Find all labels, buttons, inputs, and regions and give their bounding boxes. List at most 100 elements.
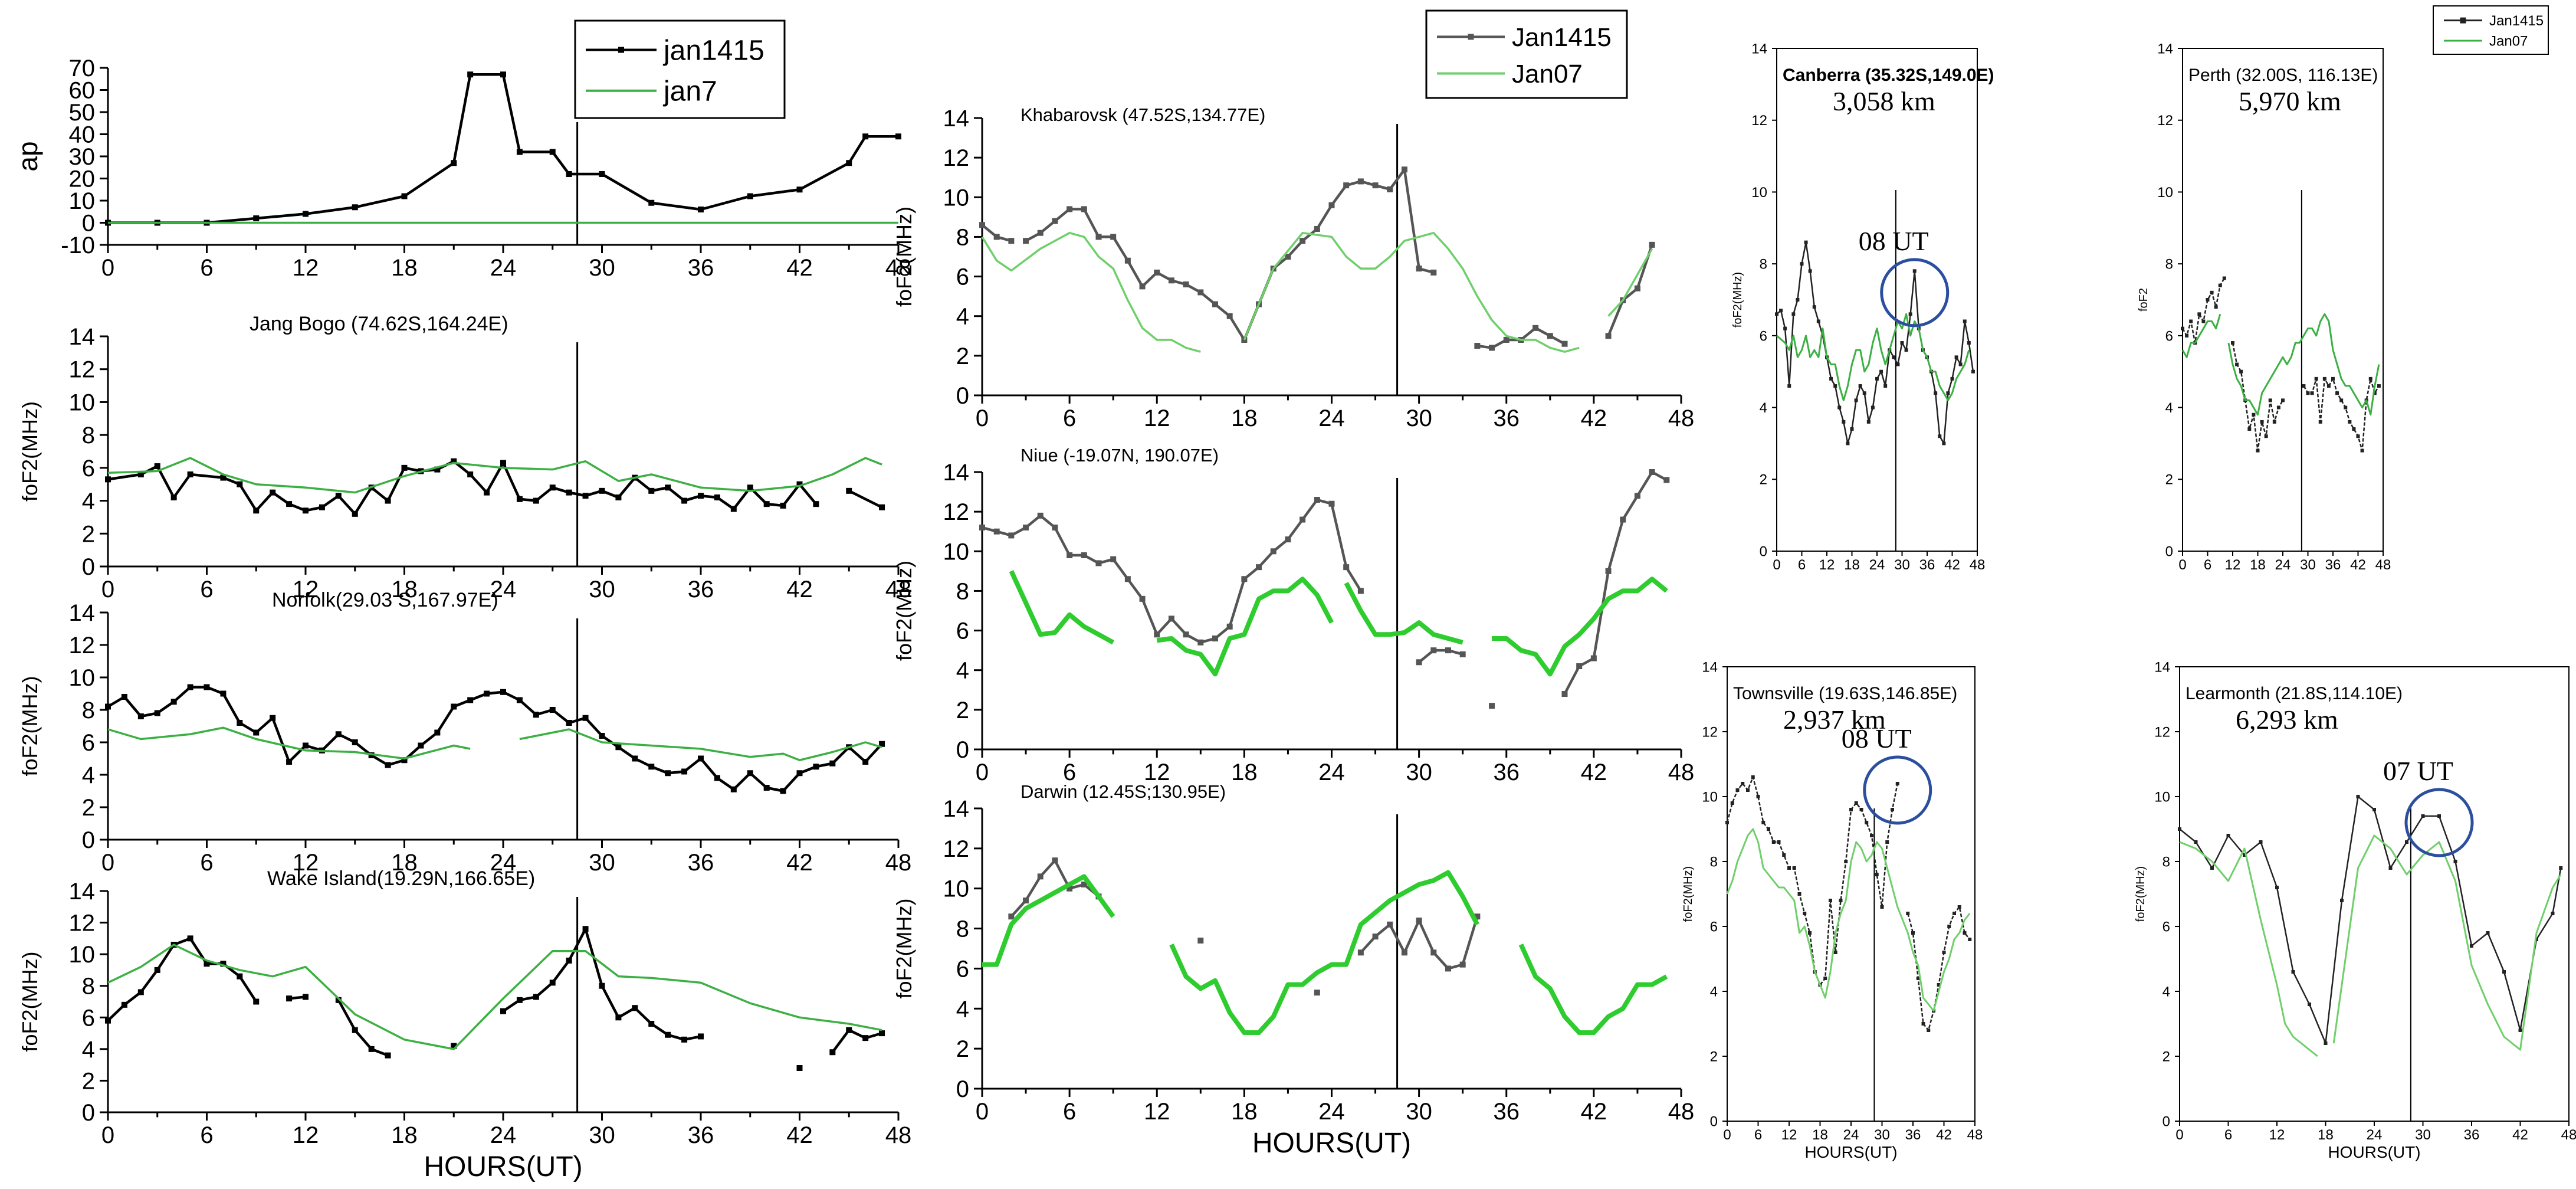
x-tick-label: 30 bbox=[589, 1122, 615, 1148]
data-point-jan1415 bbox=[237, 973, 243, 980]
data-point-jan1415 bbox=[2405, 840, 2408, 844]
series-line-jan1415 bbox=[1563, 470, 1668, 695]
data-point-jan1415 bbox=[2356, 434, 2360, 438]
x-tick-label: 24 bbox=[1869, 557, 1885, 573]
y-tick-label: 12 bbox=[943, 499, 970, 525]
legend-box bbox=[1425, 9, 1628, 99]
x-tick-label: 12 bbox=[1819, 557, 1835, 573]
data-point-jan1415 bbox=[170, 699, 177, 705]
data-point-jan1415 bbox=[2324, 1041, 2328, 1045]
y-axis-label: ap bbox=[12, 141, 43, 171]
data-point-jan1415 bbox=[1927, 1028, 1931, 1032]
data-point-jan1415 bbox=[303, 211, 309, 217]
data-point-jan1415 bbox=[1168, 277, 1174, 284]
data-point-jan1415 bbox=[352, 204, 358, 211]
x-tick-label: 18 bbox=[1844, 557, 1860, 573]
data-point-jan1415 bbox=[1921, 1022, 1925, 1026]
data-point-jan1415 bbox=[2268, 398, 2272, 402]
data-point-jan1415 bbox=[303, 507, 309, 514]
data-point-jan1415 bbox=[1730, 801, 1734, 805]
series-line-jan07 bbox=[1344, 582, 1463, 645]
data-point-jan1415 bbox=[1372, 182, 1379, 189]
series-line-jan1415 bbox=[2303, 378, 2380, 451]
x-tick-label: 30 bbox=[589, 850, 615, 876]
data-point-jan1415 bbox=[1808, 269, 1812, 273]
data-point-jan1415 bbox=[335, 731, 342, 738]
data-point-jan1415 bbox=[1314, 990, 1320, 996]
y-tick-label: 8 bbox=[82, 974, 95, 1000]
data-point-jan1415 bbox=[303, 994, 309, 1000]
y-axis-label: foF2(MHz) bbox=[18, 401, 42, 502]
data-point-jan1415 bbox=[615, 744, 622, 751]
data-point-jan1415 bbox=[1859, 808, 1863, 811]
data-point-jan1415 bbox=[516, 496, 523, 502]
data-point-jan1415 bbox=[1328, 500, 1335, 507]
y-tick-label: 12 bbox=[2157, 113, 2173, 129]
distance-annotation: 5,970 km bbox=[2239, 86, 2341, 116]
data-point-jan1415 bbox=[1459, 651, 1466, 657]
data-point-jan1415 bbox=[2181, 326, 2184, 330]
x-tick-label: 30 bbox=[1894, 557, 1910, 573]
data-point-jan1415 bbox=[2275, 886, 2279, 889]
data-point-jan1415 bbox=[170, 494, 177, 500]
data-point-jan1415 bbox=[2453, 860, 2457, 863]
y-tick-label: 4 bbox=[82, 489, 95, 515]
data-point-jan1415 bbox=[1963, 319, 1967, 323]
chart-panel-ap: 0 6 12 18 24 30 36 42 48-10010203040506070apjan1… bbox=[12, 19, 911, 281]
y-tick-label: 14 bbox=[943, 796, 970, 822]
data-point-jan1415 bbox=[1037, 512, 1043, 519]
chart-panel-townsville: 0 6 12 18 24 30 36 42 4802468101214foF2(MHz)HOUR… bbox=[1682, 659, 1983, 1161]
x-tick-label: 6 bbox=[1754, 1127, 1762, 1143]
data-point-jan1415 bbox=[979, 222, 985, 228]
data-point-jan1415 bbox=[1829, 376, 1833, 381]
legend-label: Jan07 bbox=[1512, 60, 1583, 89]
data-point-jan1415 bbox=[615, 1014, 622, 1021]
x-tick-label: 0 bbox=[2175, 1127, 2183, 1143]
data-point-jan1415 bbox=[484, 690, 490, 697]
data-point-jan1415 bbox=[220, 961, 227, 967]
data-point-jan1415 bbox=[1023, 238, 1029, 244]
x-tick-label: 24 bbox=[490, 255, 517, 281]
data-point-jan1415 bbox=[1008, 913, 1015, 920]
data-point-jan1415 bbox=[1401, 166, 1407, 173]
data-point-jan1415 bbox=[1357, 949, 1364, 956]
data-point-jan1415 bbox=[1942, 441, 1946, 446]
x-tick-label: 24 bbox=[1318, 1099, 1345, 1125]
legend-marker bbox=[618, 47, 624, 53]
data-point-jan1415 bbox=[1372, 933, 1379, 940]
data-point-jan1415 bbox=[121, 694, 127, 700]
data-point-jan1415 bbox=[549, 149, 556, 155]
data-point-jan1415 bbox=[714, 775, 720, 781]
series-line-jan1415 bbox=[337, 999, 389, 1057]
data-point-jan1415 bbox=[1241, 576, 1248, 582]
x-tick-label: 24 bbox=[1318, 405, 1345, 431]
data-point-jan1415 bbox=[1081, 552, 1087, 558]
data-point-jan1415 bbox=[418, 742, 424, 749]
data-point-jan1415 bbox=[1649, 241, 1655, 248]
data-point-jan1415 bbox=[1474, 913, 1481, 920]
data-point-jan1415 bbox=[2252, 412, 2256, 417]
y-tick-label: 10 bbox=[69, 665, 96, 691]
data-point-jan1415 bbox=[1168, 615, 1174, 622]
data-point-jan1415 bbox=[2437, 814, 2441, 818]
y-tick-label: 2 bbox=[1760, 472, 1767, 488]
x-tick-label: 6 bbox=[200, 255, 213, 281]
x-tick-label: 48 bbox=[2561, 1127, 2576, 1143]
data-point-jan1415 bbox=[1968, 938, 1972, 941]
highlight-label: 08 UT bbox=[1842, 723, 1912, 754]
y-tick-label: 4 bbox=[956, 304, 969, 330]
data-point-jan1415 bbox=[2308, 1003, 2311, 1006]
data-point-jan1415 bbox=[516, 149, 523, 155]
data-point-jan1415 bbox=[237, 481, 243, 487]
y-tick-label: 12 bbox=[943, 145, 970, 171]
data-point-jan1415 bbox=[1880, 905, 1884, 909]
data-point-jan1415 bbox=[582, 715, 589, 721]
data-point-jan1415 bbox=[335, 997, 342, 1003]
data-point-jan1415 bbox=[1912, 269, 1917, 273]
data-point-jan1415 bbox=[1957, 905, 1961, 909]
x-axis-label: HOURS(UT) bbox=[1252, 1128, 1411, 1159]
data-point-jan1415 bbox=[681, 768, 688, 775]
data-point-jan1415 bbox=[1212, 636, 1218, 641]
data-point-jan1415 bbox=[566, 720, 572, 726]
